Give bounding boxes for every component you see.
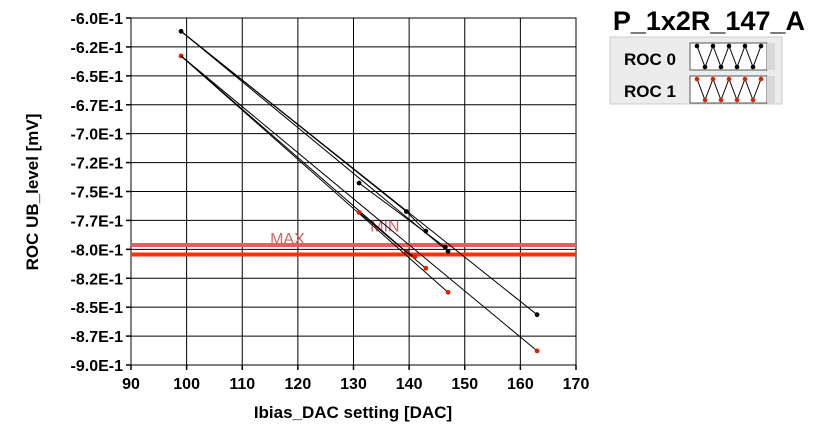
legend-swatch-point — [702, 64, 708, 70]
x-tick-label: 140 — [396, 376, 423, 393]
x-tick-label: 150 — [451, 376, 478, 393]
data-point — [412, 254, 418, 260]
x-tick-label: 90 — [122, 376, 140, 393]
x-tick-label: 170 — [563, 376, 590, 393]
x-tick-label: 160 — [507, 376, 534, 393]
data-point — [445, 289, 451, 295]
series-line — [180, 55, 538, 352]
data-point — [356, 210, 362, 215]
legend-swatch-point — [742, 76, 748, 82]
legend-swatch-point — [718, 97, 724, 103]
legend-label-roc0: ROC 0 — [624, 50, 676, 69]
legend-swatch-point — [718, 64, 724, 70]
y-tick-label: -6.5E-1 — [71, 69, 124, 86]
legend-swatch-point — [750, 64, 756, 70]
legend-swatch-point — [750, 97, 756, 103]
legend-swatch-point — [758, 43, 764, 49]
legend-swatch-point — [726, 43, 732, 49]
series-line — [405, 211, 427, 232]
y-tick-label: -8.7E-1 — [71, 329, 124, 346]
data-point — [356, 180, 362, 186]
legend-swatch-point — [694, 43, 700, 49]
ticks: 90 100 110 120 130 140 150 160 170 -6.0E-1 -6.2E-1… — [71, 11, 590, 393]
legend-swatch-point — [734, 64, 740, 70]
data-point — [423, 265, 429, 271]
x-tick-label: 100 — [173, 376, 200, 393]
x-axis-title: Ibias_DAC setting [DAC] — [254, 403, 452, 422]
legend-swatch-point — [726, 76, 732, 82]
legend: ROC 0 ROC 1 — [609, 36, 783, 105]
y-tick-label: -7.7E-1 — [71, 213, 124, 230]
data-point — [534, 348, 540, 354]
y-tick-label: -7.0E-1 — [71, 127, 124, 144]
data-point — [534, 312, 540, 318]
chart-title: P_1x2R_147_A — [613, 6, 805, 36]
legend-swatch-point — [710, 43, 716, 49]
y-tick-label: -8.0E-1 — [71, 242, 124, 259]
y-tick-label: -6.2E-1 — [71, 40, 124, 57]
series-line — [358, 182, 446, 248]
y-axis-title: ROC UB_level [mV] — [23, 114, 42, 271]
series-line — [180, 55, 449, 293]
limit-label-max: MAX — [270, 231, 305, 248]
series-layer — [178, 28, 540, 354]
legend-swatch-point — [710, 76, 716, 82]
y-tick-label: -9.0E-1 — [71, 358, 124, 375]
series-0 — [178, 28, 540, 318]
data-point — [423, 228, 429, 234]
y-tick-label: -7.2E-1 — [71, 156, 124, 173]
series-1 — [178, 53, 540, 354]
series-line — [180, 55, 407, 253]
series-line — [180, 30, 449, 252]
data-point — [445, 249, 451, 254]
legend-swatch-point — [734, 97, 740, 103]
legend-swatch-point — [702, 97, 708, 103]
legend-swatch-point — [694, 76, 700, 82]
y-tick-label: -6.0E-1 — [71, 11, 124, 28]
y-tick-label: -8.5E-1 — [71, 300, 124, 317]
y-tick-label: -7.5E-1 — [71, 185, 124, 202]
series-line — [180, 30, 407, 212]
y-tick-label: -6.7E-1 — [71, 98, 124, 115]
x-tick-label: 120 — [285, 376, 312, 393]
legend-label-roc1: ROC 1 — [624, 82, 676, 101]
legend-swatch-point — [758, 76, 764, 82]
data-point — [442, 244, 448, 250]
legend-swatch-point — [742, 43, 748, 49]
x-tick-label: 110 — [229, 376, 255, 393]
y-tick-label: -8.2E-1 — [71, 271, 124, 288]
x-tick-label: 130 — [340, 376, 367, 393]
